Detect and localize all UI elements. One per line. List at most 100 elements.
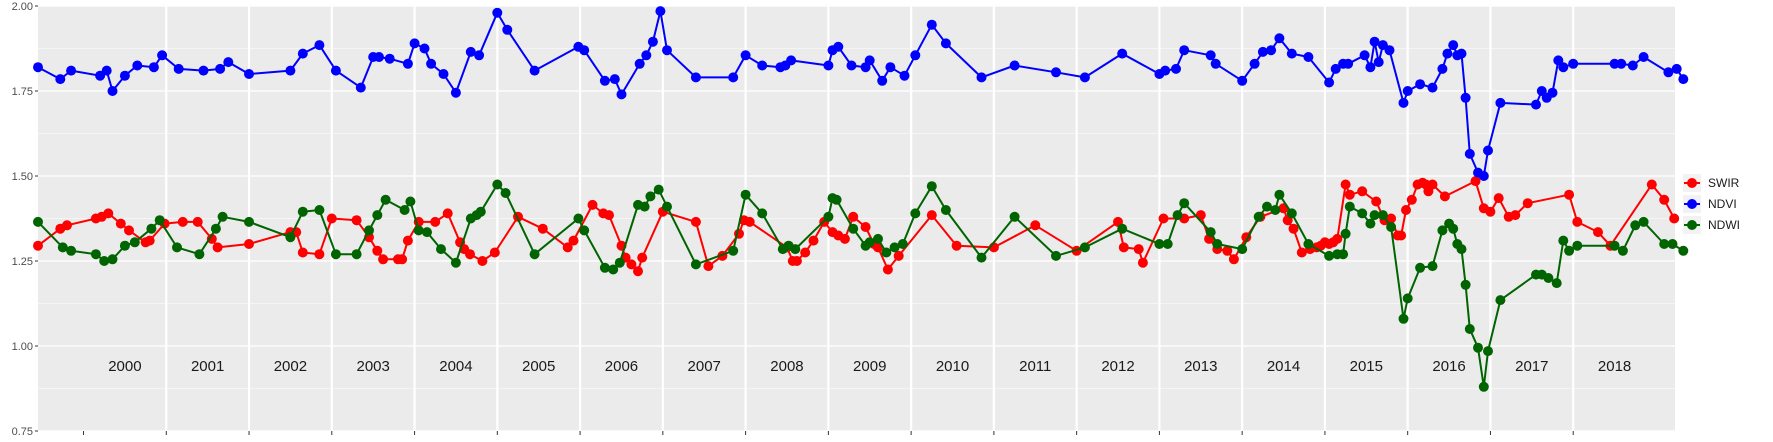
data-point: [653, 184, 664, 195]
data-point: [244, 69, 254, 79]
data-point: [55, 74, 66, 85]
data-point: [1678, 74, 1689, 85]
data-point: [786, 55, 797, 66]
legend-label: NDWI: [1708, 218, 1740, 232]
data-point: [1402, 86, 1413, 96]
data-point: [384, 53, 395, 64]
legend-label: SWIR: [1708, 176, 1740, 190]
data-point: [1558, 235, 1569, 246]
data-point: [1437, 63, 1448, 74]
data-point: [599, 262, 610, 273]
data-point: [1406, 194, 1417, 205]
data-point: [1402, 293, 1413, 304]
data-point: [66, 245, 77, 256]
data-point: [57, 242, 68, 253]
data-point: [823, 60, 834, 71]
year-label: 2007: [688, 358, 721, 375]
data-point: [848, 211, 859, 222]
data-point: [633, 266, 643, 277]
data-point: [1118, 242, 1129, 253]
data-point: [500, 188, 511, 198]
data-point: [1558, 62, 1569, 73]
data-point: [1274, 33, 1285, 44]
legend-item-ndwi: NDWI: [1683, 216, 1740, 234]
series-line-ndvi: [37, 10, 1685, 177]
data-point: [1464, 324, 1475, 334]
data-point: [1324, 77, 1335, 88]
data-point: [690, 216, 701, 227]
data-point: [1332, 233, 1343, 244]
year-label: 2014: [1267, 358, 1300, 375]
data-point: [223, 57, 234, 68]
year-label: 2001: [191, 358, 224, 375]
data-point: [873, 233, 883, 244]
data-point: [1456, 244, 1467, 255]
x-axis: [83, 431, 1574, 435]
data-point: [1593, 227, 1603, 238]
data-point: [1357, 208, 1368, 219]
data-point: [1572, 240, 1583, 251]
data-point: [1547, 87, 1558, 98]
data-point: [1415, 79, 1426, 90]
data-point: [1296, 247, 1307, 258]
data-point: [864, 237, 875, 248]
data-point: [351, 249, 362, 260]
data-point: [1172, 210, 1183, 221]
year-label: 2018: [1598, 358, 1631, 375]
data-point: [1369, 36, 1380, 47]
data-point: [662, 45, 672, 56]
data-point: [728, 72, 739, 83]
data-point: [647, 36, 658, 47]
data-point: [107, 254, 118, 265]
data-point: [1568, 58, 1579, 69]
data-point: [144, 235, 155, 246]
data-point: [372, 245, 383, 256]
data-point: [374, 52, 384, 62]
data-point: [206, 233, 217, 244]
data-point: [1667, 239, 1678, 249]
data-point: [1617, 245, 1628, 256]
data-point: [1253, 211, 1264, 222]
data-point: [537, 223, 548, 234]
data-point: [1344, 189, 1355, 200]
data-point: [430, 216, 441, 227]
data-point: [1386, 213, 1397, 224]
data-point: [33, 216, 43, 227]
data-point: [436, 244, 446, 255]
data-point: [1386, 222, 1397, 232]
data-point: [1340, 228, 1351, 239]
data-point: [951, 240, 962, 251]
data-point: [1460, 279, 1471, 290]
data-point: [1344, 201, 1355, 212]
data-point: [119, 70, 130, 81]
data-point: [690, 72, 701, 83]
data-point: [1495, 295, 1506, 306]
data-point: [172, 242, 182, 253]
data-point: [372, 210, 383, 221]
data-point: [881, 247, 892, 258]
data-point: [897, 239, 908, 249]
data-point: [1638, 216, 1649, 227]
data-point: [1464, 148, 1475, 159]
legend-label: NDVI: [1708, 197, 1737, 211]
data-point: [910, 50, 921, 61]
data-point: [655, 6, 666, 17]
data-point: [477, 256, 488, 266]
data-point: [438, 69, 449, 79]
data-point: [1030, 220, 1041, 231]
data-point: [198, 65, 209, 76]
data-point: [474, 50, 485, 61]
data-point: [703, 261, 714, 272]
data-point: [626, 259, 637, 270]
data-point: [154, 215, 165, 226]
data-point: [330, 65, 341, 76]
data-point: [889, 242, 900, 253]
data-point: [107, 86, 118, 96]
data-point: [1564, 189, 1575, 200]
data-point: [115, 218, 126, 229]
data-point: [405, 196, 416, 207]
data-point: [614, 257, 625, 268]
data-point: [1303, 52, 1314, 62]
series-ndvi: [33, 6, 1689, 181]
data-point: [587, 199, 598, 210]
